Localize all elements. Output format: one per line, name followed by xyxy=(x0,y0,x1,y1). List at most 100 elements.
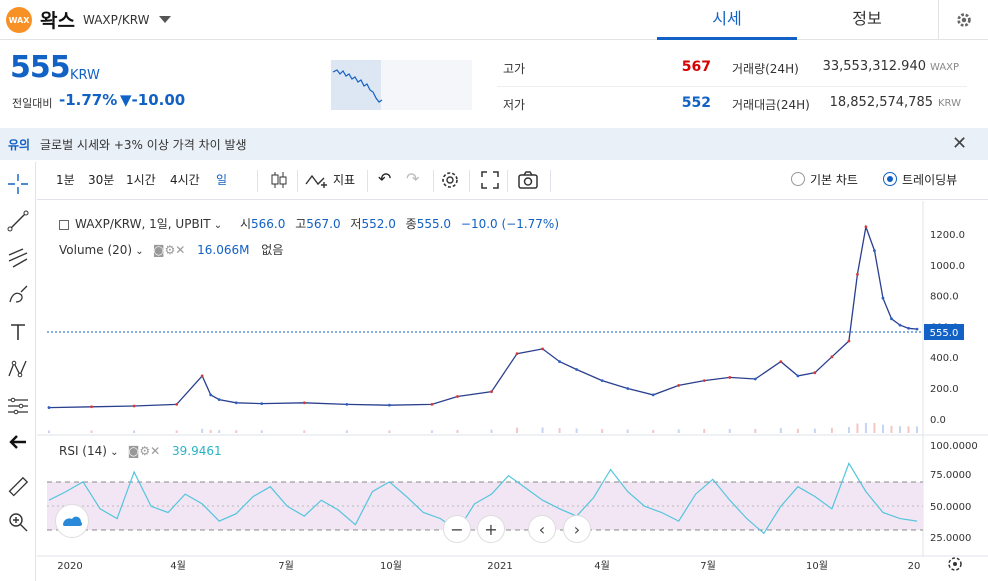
volume-value: 33,553,312.940 xyxy=(822,59,926,74)
basic-chart-radio[interactable] xyxy=(791,172,805,186)
time-tick-label: 2020 xyxy=(57,561,82,572)
indicator-controls-icon[interactable]: ◙⚙✕ xyxy=(152,243,186,257)
tab-price[interactable]: 시세 xyxy=(657,0,797,40)
volume-legend-value: 16.066M xyxy=(197,243,250,257)
text-tool-icon[interactable] xyxy=(4,318,32,346)
coin-logo: WAX xyxy=(6,7,32,33)
price-point xyxy=(430,402,434,406)
tradingview-logo-icon[interactable] xyxy=(55,504,89,538)
change-value: ▼-10.00 xyxy=(120,91,186,109)
price-point xyxy=(456,395,459,398)
symbol-legend[interactable]: WAXP/KRW, 1일, UPBIT ⌄ 시566.0 고567.0 저552… xyxy=(59,215,559,232)
fullscreen-icon[interactable] xyxy=(480,170,500,193)
high-value: 567 xyxy=(681,59,711,75)
volume-bar xyxy=(873,423,876,433)
volume-bar xyxy=(456,429,459,433)
redo-icon[interactable]: ↷ xyxy=(406,169,420,188)
price-unit: KRW xyxy=(70,68,100,83)
volume-bar xyxy=(541,427,544,433)
volume-bar xyxy=(218,430,221,433)
price-tick-label: 400.0 xyxy=(930,353,959,364)
chart-settings-gear-icon[interactable] xyxy=(440,170,460,193)
pattern-icon[interactable] xyxy=(4,355,32,383)
price-point xyxy=(651,393,655,397)
volume-bar xyxy=(133,430,136,433)
rsi-legend-value: 39.9461 xyxy=(172,444,222,458)
rsi-caret-icon[interactable]: ⌄ xyxy=(106,447,122,458)
volume-bar xyxy=(907,426,910,433)
volume-bar xyxy=(779,428,782,433)
interval-1d[interactable]: 일 xyxy=(216,173,228,187)
price-tick-label: 0.0 xyxy=(930,415,946,426)
settings-gear-icon[interactable] xyxy=(938,0,988,40)
volume-label: 거래량(24H) xyxy=(732,62,799,76)
amount-unit: KRW xyxy=(938,98,961,109)
tradingview-label[interactable]: 트레이딩뷰 xyxy=(902,173,958,187)
coin-name[interactable]: 왁스 xyxy=(40,10,75,32)
close-icon[interactable]: ✕ xyxy=(952,133,968,154)
price-point xyxy=(600,379,604,383)
tradingview-radio[interactable] xyxy=(883,172,897,186)
trend-line-icon[interactable] xyxy=(4,207,32,235)
indicator-icon[interactable] xyxy=(305,170,329,193)
zoom-in-button[interactable]: + xyxy=(477,515,505,543)
price-point xyxy=(728,376,732,379)
price-point xyxy=(515,352,519,356)
back-arrow-icon[interactable] xyxy=(4,428,32,456)
brush-icon[interactable] xyxy=(4,281,32,309)
volume-caret-icon[interactable]: ⌄ xyxy=(132,246,147,257)
crosshair-icon[interactable] xyxy=(4,170,32,198)
high-value: 567.0 xyxy=(306,217,341,231)
candle-type-icon[interactable] xyxy=(270,170,288,193)
interval-4h[interactable]: 4시간 xyxy=(170,173,200,187)
rsi-controls-icon[interactable]: ◙⚙✕ xyxy=(127,444,161,458)
scroll-right-button[interactable]: › xyxy=(563,515,591,543)
price-point xyxy=(132,404,136,408)
coin-pair[interactable]: WAXP/KRW xyxy=(83,13,150,27)
scroll-left-button[interactable]: ‹ xyxy=(528,515,556,543)
camera-icon[interactable] xyxy=(517,170,539,193)
price-point xyxy=(209,393,213,397)
symbol-caret-icon[interactable]: ⌄ xyxy=(210,220,223,231)
interval-1m[interactable]: 1분 xyxy=(56,173,75,187)
axis-settings-gear-icon[interactable] xyxy=(948,557,962,571)
symbol-label: WAXP/KRW, 1일, UPBIT xyxy=(75,217,211,231)
price-tick-label: 1200.0 xyxy=(930,230,965,241)
volume-bar xyxy=(813,428,816,433)
price-point xyxy=(898,323,902,327)
volume-bar xyxy=(728,428,731,433)
basic-chart-label[interactable]: 기본 차트 xyxy=(810,173,858,187)
price-point xyxy=(847,339,851,343)
volume-bar xyxy=(490,429,493,433)
price-tick-label: 800.0 xyxy=(930,292,959,303)
volume-bar xyxy=(890,425,893,433)
rsi-legend[interactable]: RSI (14) ⌄ ◙⚙✕ 39.9461 xyxy=(59,444,222,458)
volume-bar xyxy=(235,430,238,433)
interval-1h[interactable]: 1시간 xyxy=(126,173,156,187)
undo-icon[interactable]: ↶ xyxy=(378,169,392,188)
coin-select-caret-icon[interactable] xyxy=(159,16,171,23)
volume-bar xyxy=(601,429,604,433)
current-price: 555 xyxy=(10,50,71,85)
indicator-label[interactable]: 지표 xyxy=(333,173,356,187)
change-percent: -1.77% xyxy=(59,91,118,109)
collapse-icon[interactable] xyxy=(59,219,69,230)
ruler-icon[interactable] xyxy=(4,473,32,501)
toolbar-divider xyxy=(507,170,508,192)
price-point xyxy=(907,326,910,330)
price-point xyxy=(702,379,706,383)
zoom-out-button[interactable]: − xyxy=(443,515,471,543)
zoom-in-icon[interactable] xyxy=(4,508,32,536)
tab-info[interactable]: 정보 xyxy=(852,9,882,28)
volume-legend[interactable]: Volume (20) ⌄ ◙⚙✕ 16.066M 없음 xyxy=(59,241,283,258)
volume-bars xyxy=(48,423,918,433)
measure-lines-icon[interactable] xyxy=(4,392,32,420)
interval-30m[interactable]: 30분 xyxy=(88,173,115,187)
time-tick-label: 10월 xyxy=(806,560,828,572)
price-point xyxy=(175,402,179,406)
fib-lines-icon[interactable] xyxy=(4,244,32,272)
price-notice-bar: 유의 글로벌 시세와 +3% 이상 가격 차이 발생 ✕ xyxy=(0,128,988,160)
price-point xyxy=(575,368,579,371)
